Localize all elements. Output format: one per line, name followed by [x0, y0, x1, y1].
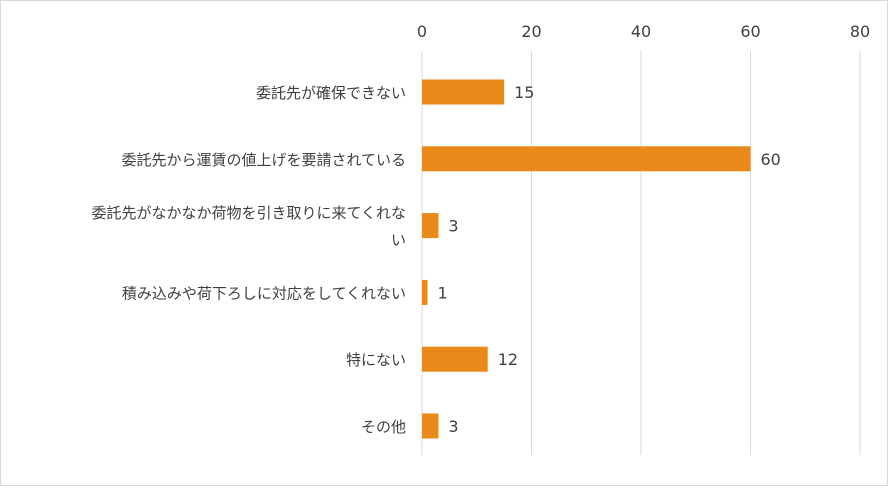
bar: [422, 79, 505, 105]
category-label: い: [391, 231, 406, 249]
bar: [422, 213, 439, 239]
gridlines: [421, 51, 861, 455]
data-label: 15: [514, 83, 534, 102]
data-label: 12: [498, 350, 518, 369]
data-label: 3: [448, 217, 458, 236]
data-labels: 15 60 3 1 12 3: [437, 83, 780, 436]
x-tick-label: 80: [850, 22, 870, 41]
bar: [422, 279, 428, 305]
category-labels: 委託先が確保できない委託先から運賃の値上げを要請されている委託先がなかなか荷物を…: [91, 84, 406, 436]
bars: [422, 79, 751, 439]
bar: [422, 346, 488, 372]
category-label: 委託先がなかなか荷物を引き取りに来てくれな: [91, 204, 406, 222]
x-tick-label: 40: [631, 22, 651, 41]
category-label: その他: [361, 418, 406, 436]
data-label: 60: [761, 150, 781, 169]
bar: [422, 146, 751, 172]
bar: [422, 413, 439, 439]
category-label: 委託先から運賃の値上げを要請されている: [121, 151, 406, 169]
x-axis-ticks: 0 20 40 60 80: [417, 22, 870, 41]
data-label: 3: [448, 417, 458, 436]
data-label: 1: [437, 283, 447, 302]
category-label: 委託先が確保できない: [256, 84, 406, 102]
x-tick-label: 0: [417, 22, 427, 41]
x-tick-label: 20: [521, 22, 541, 41]
x-tick-label: 60: [740, 22, 760, 41]
category-label: 積み込みや荷下ろしに対応をしてくれない: [122, 284, 406, 302]
category-label: 特にない: [346, 351, 406, 369]
